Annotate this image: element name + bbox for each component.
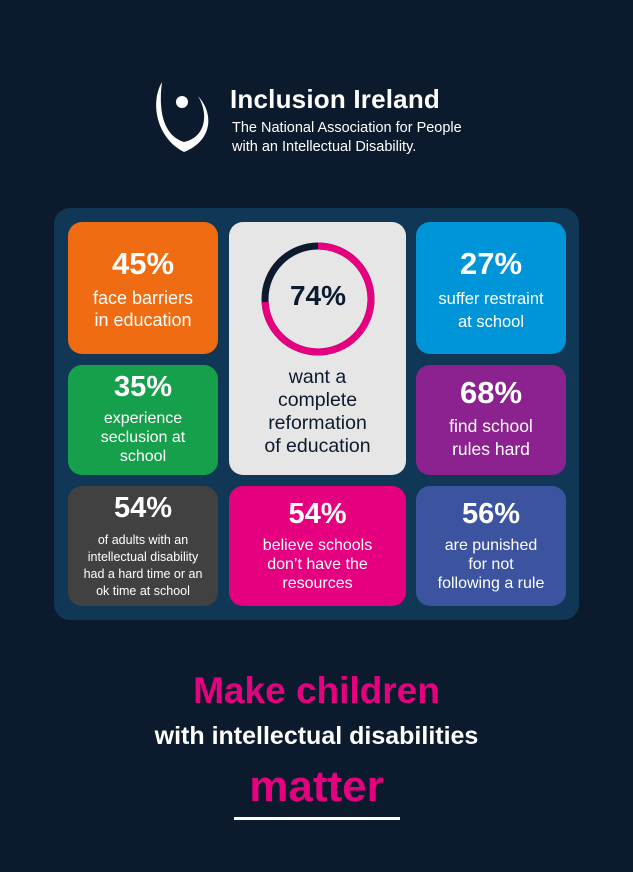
stat-tile-resources: 54% believe schools don’t have the resou… [229,486,406,606]
stat-line: find school [449,416,533,436]
stat-line: want a [288,366,347,388]
stat-tile-reformation: 74% want a complete reformation of educa… [229,222,406,475]
stat-line: for not [468,556,514,573]
stat-line: seclusion at [100,429,186,446]
slogan-underline [234,817,400,820]
stat-line: face barriers [92,288,194,308]
stat-line: complete [277,389,358,411]
stat-tile-barriers: 45% face barriers in education [68,222,218,354]
stat-description: are punished for not following a rule [416,536,566,593]
stat-percent: 56% [461,498,521,530]
stat-tile-rules-hard: 68% find school rules hard [416,365,566,475]
stat-percent: 54% [288,498,347,530]
stat-percent: 74% [289,280,347,311]
stat-line: resources [282,575,353,592]
stat-line: suffer restraint [438,290,544,308]
stat-percent: 35% [113,371,173,403]
stat-description: believe schools don’t have the resources [229,536,406,593]
stat-description: suffer restraint at school [416,288,566,334]
stat-percent: 45% [111,246,175,281]
stat-percent: 68% [459,375,523,410]
slogan-line2: with intellectual disabilities [154,722,479,750]
tagline-line2: with an Intellectual Disability. [232,139,417,155]
stat-percent: 54% [113,492,173,524]
stat-description: of adults with an intellectual disabilit… [68,532,218,600]
stat-description: face barriers in education [68,288,218,332]
reformation-donut-chart: 74% [259,240,377,358]
stat-line: at school [457,313,525,331]
slogan-line3: matter [249,762,384,811]
stat-line: don’t have the [267,556,368,573]
stat-line: intellectual disability [87,550,199,564]
stat-line: ok time at school [96,584,190,598]
stat-description: want a complete reformation of education [229,366,406,458]
stat-line: school [119,448,167,465]
brand-tagline: The National Association for People with… [232,119,502,157]
stat-line: following a rule [437,575,545,592]
inclusion-ireland-logo-icon [156,82,209,152]
stat-line: of adults with an [97,533,189,547]
stat-description: experience seclusion at school [68,409,218,466]
stat-line: are punished [444,537,538,554]
stat-tile-punished: 56% are punished for not following a rul… [416,486,566,606]
tagline-line1: The National Association for People [232,120,462,136]
donut-svg [261,242,375,356]
stat-line: of education [264,435,371,457]
brand-name: Inclusion Ireland [230,84,440,114]
stat-tile-seclusion: 35% experience seclusion at school [68,365,218,475]
stat-line: rules hard [452,439,530,459]
stat-tile-hard-time: 54% of adults with an intellectual disab… [68,486,218,606]
stat-line: in education [94,309,192,330]
slogan-line1: Make children [193,670,440,711]
stat-line: believe schools [262,537,373,554]
stat-line: had a hard time or an [83,567,203,581]
stat-line: experience [103,410,183,427]
stat-percent: 27% [459,246,523,281]
stat-description: find school rules hard [416,415,566,461]
donut-fill [261,242,375,356]
stat-tile-restraint: 27% suffer restraint at school [416,222,566,354]
stat-line: reformation [268,412,367,434]
